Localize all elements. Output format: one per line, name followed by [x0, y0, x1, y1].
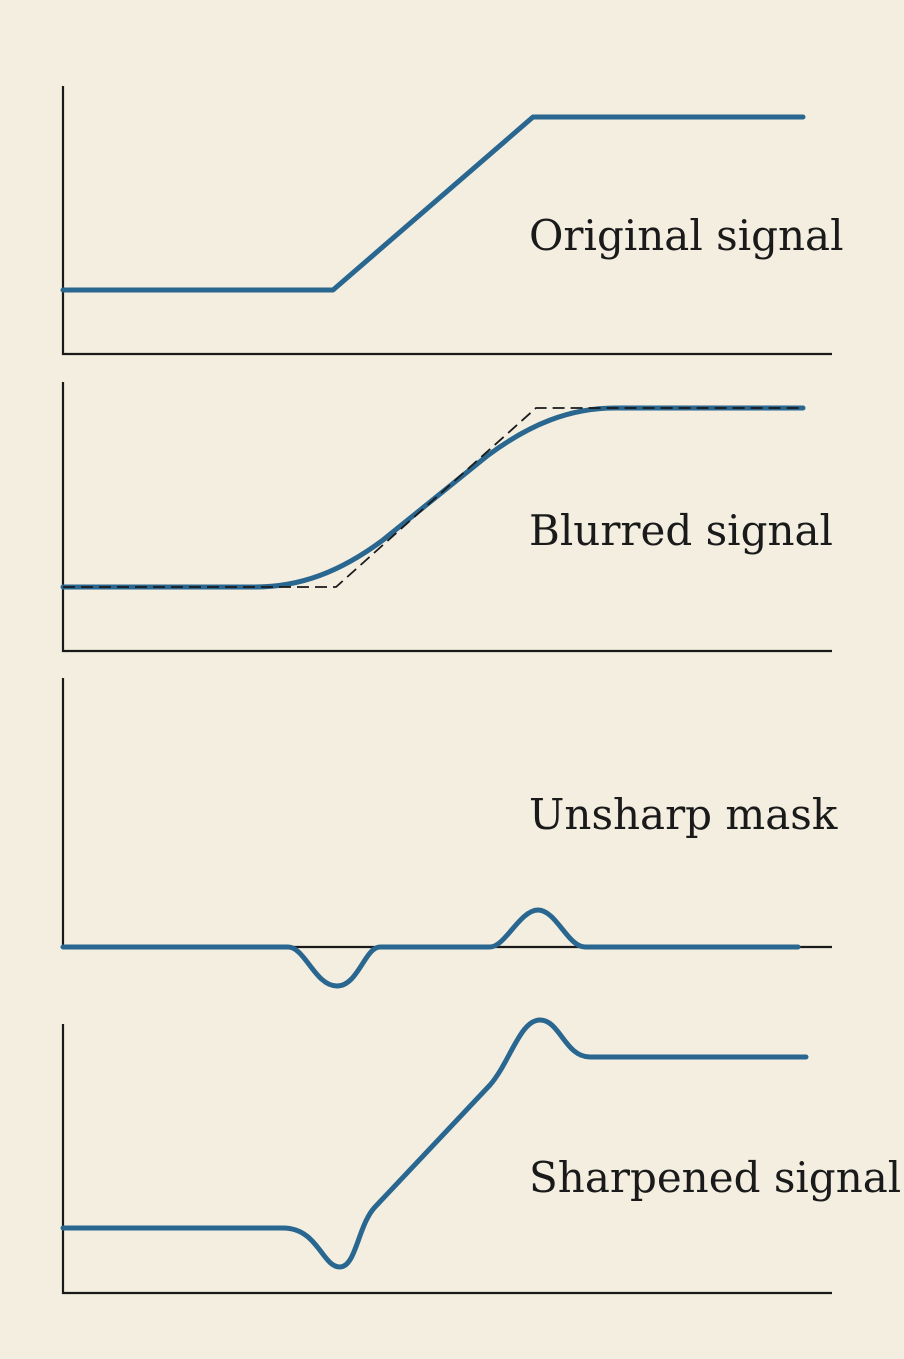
panel-blurred: Blurred signal [60, 382, 833, 653]
panel-sharpened-axes [61, 1024, 832, 1295]
panel-blurred-label: Blurred signal [529, 506, 833, 555]
original-signal-overlay-dashed [63, 407, 803, 588]
panel-blurred-axes [61, 382, 832, 653]
panel-sharpened-label: Sharpened signal [529, 1153, 901, 1202]
sharpened-signal-curve [60, 1017, 809, 1270]
blurred-signal-curve [60, 405, 806, 590]
panel-unsharp: Unsharp mask [60, 678, 838, 989]
panel-original: Original signal [60, 86, 844, 356]
panel-unsharp-label: Unsharp mask [529, 790, 838, 839]
panel-original-label: Original signal [529, 211, 844, 260]
unsharp-mask-curve [60, 907, 801, 989]
panel-original-axes [61, 86, 832, 356]
original-signal-curve [60, 114, 806, 293]
panel-sharpened: Sharpened signal [60, 1017, 901, 1295]
